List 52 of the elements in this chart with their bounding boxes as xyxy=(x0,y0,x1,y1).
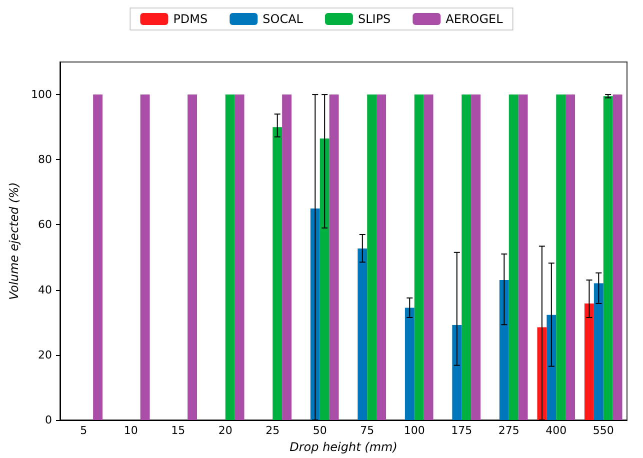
x-tick-label: 25 xyxy=(266,424,280,437)
bar xyxy=(471,94,481,420)
y-tick-label: 60 xyxy=(38,218,52,232)
bar xyxy=(367,94,377,420)
legend-label: SLIPS xyxy=(358,12,391,26)
x-tick-label: 400 xyxy=(546,424,567,437)
bar xyxy=(584,303,594,420)
bar xyxy=(282,94,292,420)
bar xyxy=(225,94,235,420)
bar xyxy=(499,280,509,420)
bar xyxy=(234,94,244,420)
y-tick-label: 40 xyxy=(38,283,52,296)
bar xyxy=(272,127,282,420)
bar xyxy=(140,94,150,420)
bar xyxy=(424,94,434,420)
x-tick-label: 15 xyxy=(171,424,186,437)
legend-label: AEROGEL xyxy=(446,12,504,26)
x-tick-label: 5 xyxy=(80,424,88,437)
bar xyxy=(546,314,556,420)
bar xyxy=(376,94,386,420)
x-tick-label: 550 xyxy=(592,424,614,437)
legend-label: SOCAL xyxy=(262,12,304,26)
bar xyxy=(556,94,566,420)
x-tick-label: 75 xyxy=(360,424,374,437)
x-tick-label: 100 xyxy=(404,424,425,437)
bar xyxy=(518,94,528,420)
bar xyxy=(566,94,576,420)
x-tick-label: 50 xyxy=(312,424,327,437)
bar xyxy=(452,324,462,420)
bar xyxy=(612,94,622,420)
bar xyxy=(414,94,424,420)
y-axis-title: Volume ejected (%) xyxy=(7,182,22,300)
y-tick-label: 20 xyxy=(38,348,52,362)
bar xyxy=(404,308,414,420)
x-tick-label: 10 xyxy=(124,424,138,437)
x-tick-label: 175 xyxy=(451,424,472,437)
bar xyxy=(320,138,330,420)
bar xyxy=(462,94,472,420)
y-tick-label: 100 xyxy=(31,88,52,102)
x-tick-label: 20 xyxy=(218,424,232,437)
bar xyxy=(329,94,339,420)
y-tick-label: 0 xyxy=(45,414,52,426)
bar xyxy=(93,94,103,420)
y-tick-label: 80 xyxy=(38,153,52,166)
bar xyxy=(358,248,368,420)
bar xyxy=(603,96,613,420)
x-tick-label: 275 xyxy=(498,424,520,437)
bar xyxy=(594,283,604,420)
bar xyxy=(508,94,518,420)
x-axis-title: Drop height (mm) xyxy=(290,440,398,454)
bar xyxy=(188,94,198,420)
legend-label: PDMS xyxy=(173,12,208,26)
